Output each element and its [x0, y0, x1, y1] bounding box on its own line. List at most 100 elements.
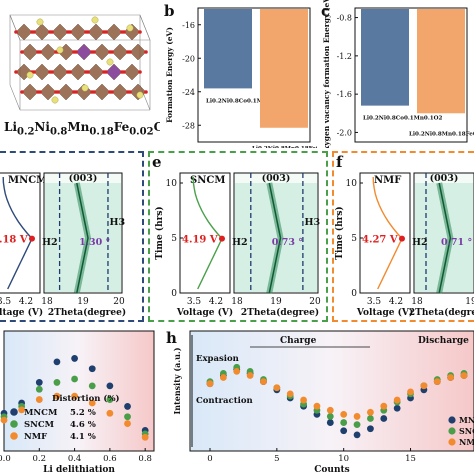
- panel-letter: b: [164, 2, 175, 20]
- distortion-chart: 0.0 0.2 0.4 0.6 0.8 Li delithiation Distortion…: [0, 330, 155, 474]
- data-point: [420, 382, 428, 390]
- data-point: [433, 378, 441, 386]
- data-point: [35, 379, 43, 386]
- voltage-curve: [372, 176, 403, 290]
- legend-marker: [448, 438, 456, 446]
- y-tick-label: 5: [351, 234, 357, 244]
- x-tick-label: 3.5: [0, 297, 11, 307]
- data-point: [0, 416, 8, 424]
- h2-label: H2: [42, 237, 58, 248]
- y-axis-label: Oxygen vacancy formation Energy (eV): [322, 0, 331, 148]
- lithium-atom: [126, 24, 134, 32]
- bar: [361, 9, 409, 106]
- oxygen-atom: [14, 70, 18, 74]
- oxygen-atom: [20, 90, 24, 94]
- data-point: [340, 427, 348, 435]
- bar-label: Li0.2Ni0.8Co0.1Mn0.1O2: [206, 98, 286, 104]
- plot-background: [189, 330, 474, 452]
- octahedron: [123, 63, 141, 81]
- x-tick-label: 0.0: [0, 454, 11, 464]
- oxygen-atom: [56, 90, 60, 94]
- octahedron: [75, 43, 93, 61]
- x-tick-label: 15: [405, 454, 416, 464]
- oxygen-atom: [104, 70, 108, 74]
- data-point: [18, 406, 26, 414]
- octahedron: [111, 83, 129, 101]
- discharge-label: Discharge: [418, 336, 469, 346]
- data-point: [260, 378, 267, 386]
- data-point: [71, 392, 78, 400]
- plot-background: [3, 330, 155, 452]
- data-point: [340, 419, 348, 426]
- x-axis-label: 2Theta(degree): [48, 307, 126, 318]
- data-point: [35, 396, 43, 403]
- x-tick-label: 19: [77, 297, 89, 307]
- bar-label: Li0.2Ni0.8Mn0.18Fe0.02O2: [252, 146, 317, 148]
- data-point: [326, 419, 334, 426]
- oxygen-atom: [104, 30, 108, 34]
- oxygen-atom: [74, 90, 78, 94]
- octahedron: [39, 43, 57, 61]
- lithium-atom: [106, 58, 114, 66]
- peak-shift-value: 1.30 °: [79, 237, 110, 248]
- x-tick-label: 18: [231, 297, 243, 307]
- h2-label: H2: [232, 237, 248, 248]
- x-tick-label: 18: [411, 297, 423, 307]
- lithium-atom: [56, 46, 64, 54]
- panel-h: h Intensity (a.u.) Expasion Contraction Char…: [160, 325, 474, 474]
- panel-a-formula: Li0.2Ni0.8Mn0.18Fe0.02O2: [4, 120, 160, 138]
- y-axis-label: Time (hrs): [154, 206, 165, 259]
- octahedron: [129, 43, 147, 61]
- data-point: [141, 433, 149, 441]
- x-tick-label: 3.5: [367, 297, 382, 307]
- expansion-label: Expasion: [196, 354, 239, 364]
- oxygen-atom: [110, 50, 114, 54]
- x-tick-label: 0.4: [68, 454, 82, 464]
- oxygen-atom: [128, 90, 132, 94]
- data-point: [326, 406, 334, 414]
- data-point: [35, 385, 43, 393]
- lithium-atom: [91, 16, 99, 24]
- legend-name: SNCM: [24, 420, 55, 430]
- octahedron: [21, 83, 39, 101]
- charge-label: Charge: [280, 336, 317, 346]
- y-axis-label: Time (hrs): [334, 206, 345, 259]
- voltage-value: 4.19 V: [182, 235, 218, 246]
- oxygen-atom: [122, 70, 126, 74]
- data-point: [88, 365, 96, 373]
- data-point: [380, 402, 388, 410]
- oxygen-atom: [68, 70, 72, 74]
- data-point: [53, 358, 61, 366]
- y-tick-label: -20: [182, 54, 195, 63]
- legend-marker: [448, 416, 456, 424]
- oxygen-atom: [38, 50, 42, 54]
- data-point: [367, 415, 374, 422]
- lithium-atom: [36, 18, 44, 26]
- data-point: [460, 372, 468, 379]
- data-point: [340, 410, 348, 418]
- x-tick-label: 19: [465, 297, 474, 307]
- x-axis-label: Counts: [314, 465, 349, 474]
- y-tick-label: 10: [166, 179, 178, 189]
- xrd-peak-center: [438, 182, 452, 294]
- legend-value: 4.6 %: [70, 420, 96, 430]
- data-point: [273, 384, 281, 392]
- lithium-atom: [81, 84, 89, 92]
- octahedron: [21, 43, 39, 61]
- lithium-atom: [51, 96, 59, 104]
- data-point: [353, 431, 361, 439]
- lithium-atom: [136, 91, 144, 99]
- x-tick-label: 0.6: [103, 454, 117, 464]
- y-tick-label: -28: [182, 121, 195, 130]
- octahedron: [57, 83, 75, 101]
- y-tick-label: -1.2: [337, 52, 352, 61]
- xrd-peak-label: (003): [262, 173, 291, 184]
- voltage-marker: [29, 235, 35, 242]
- y-tick-label: 0: [171, 289, 177, 299]
- data-point: [313, 402, 321, 410]
- voltage-value: 4.18 V: [0, 235, 28, 246]
- octahedron: [111, 43, 129, 61]
- h3-label: H3: [110, 217, 126, 228]
- panel-letter: e: [152, 153, 162, 171]
